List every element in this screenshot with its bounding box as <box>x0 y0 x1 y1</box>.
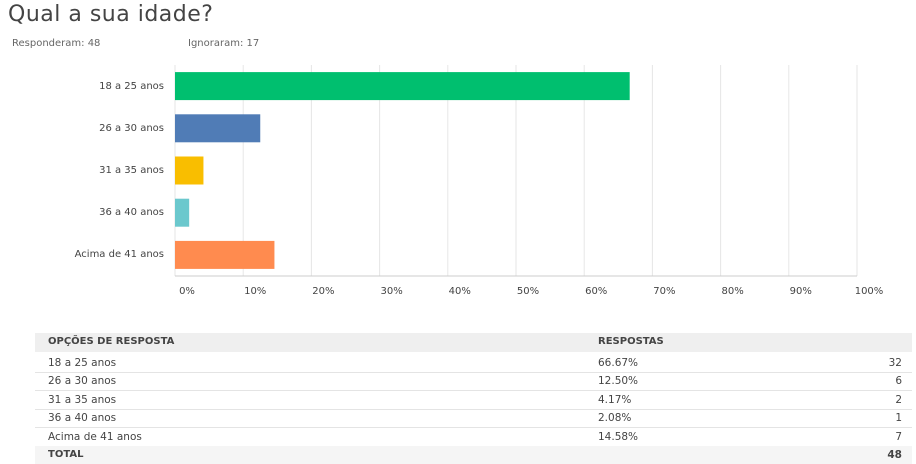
header-cell: OPÇÕES DE RESPOSTA <box>48 336 175 347</box>
answered: Responderam: 48 <box>12 38 101 49</box>
cell: 36 a 40 anos <box>48 412 117 425</box>
cell: 18 a 25 anos <box>48 357 117 369</box>
x-tick-label: 0% <box>179 286 195 297</box>
cell: 7 <box>895 430 902 443</box>
table-row <box>35 354 912 373</box>
x-tick-label: 50% <box>517 286 539 297</box>
skipped: Ignoraram: 17 <box>188 38 260 49</box>
cell: Acima de 41 anos <box>48 430 142 443</box>
cell: 32 <box>888 357 902 369</box>
bar <box>175 114 261 143</box>
table-row <box>35 372 912 392</box>
y-tick-label: 31 a 35 anos <box>99 165 164 176</box>
table-total <box>35 446 912 464</box>
bar <box>175 198 190 227</box>
x-tick-label: 80% <box>721 286 743 297</box>
cell: 1 <box>895 412 902 425</box>
x-tick-label: 10% <box>244 286 266 297</box>
x-tick-label: 70% <box>653 286 675 297</box>
x-tick-label: 40% <box>449 286 471 297</box>
table-row <box>35 409 912 429</box>
x-tick-label: 60% <box>585 286 607 297</box>
bar <box>175 72 630 101</box>
cell: 2.08% <box>598 412 632 425</box>
cell: 66.67% <box>598 357 639 369</box>
cell: 31 a 35 anos <box>48 393 117 406</box>
cell: 12.50% <box>598 375 639 388</box>
y-tick-label: 26 a 30 anos <box>99 122 164 134</box>
cell: 26 a 30 anos <box>48 375 117 388</box>
cell: 2 <box>895 393 902 406</box>
header-cell: RESPOSTAS <box>598 336 664 347</box>
table-header <box>35 333 912 352</box>
cell: 6 <box>895 375 902 388</box>
cell: 14.58% <box>598 430 639 443</box>
cell: 48 <box>887 449 902 461</box>
cell: TOTAL <box>48 449 84 460</box>
bar <box>175 156 204 185</box>
chart: 0% 10% 20% 30% 40% 50% 60% 70% 80% 90% 100% <box>174 65 884 297</box>
y-tick-label: Acima de 41 anos <box>74 249 164 261</box>
table-row <box>35 391 912 410</box>
cell: 4.17% <box>598 393 632 406</box>
x-tick-label: 30% <box>380 286 402 297</box>
x-tick-label: 90% <box>790 286 812 297</box>
x-tick-label: 100% <box>855 286 884 297</box>
title: Qual a sua idade? <box>8 2 214 27</box>
y-tick-label: 18 a 25 anos <box>99 80 164 92</box>
x-tick-label: 20% <box>312 286 334 297</box>
bar <box>175 240 275 269</box>
y-tick-label: 36 a 40 anos <box>99 207 164 219</box>
table-row <box>35 428 912 447</box>
